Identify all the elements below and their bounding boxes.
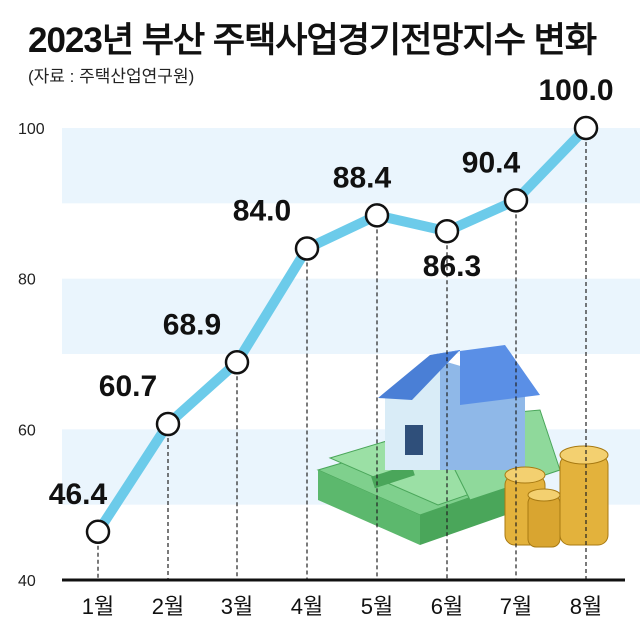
y-tick-label: 80 bbox=[18, 272, 36, 289]
x-tick-label: 4월 bbox=[291, 594, 323, 619]
data-label: 86.3 bbox=[423, 250, 481, 283]
x-tick-label: 8월 bbox=[570, 594, 602, 619]
chart-title: 2023년 부산 주택사업경기전망지수 변화 bbox=[28, 21, 597, 60]
x-tick-label: 1월 bbox=[82, 594, 114, 619]
data-label: 60.7 bbox=[99, 370, 157, 403]
data-points bbox=[85, 115, 599, 545]
data-point bbox=[364, 203, 390, 228]
data-label: 88.4 bbox=[333, 161, 392, 194]
background-band bbox=[62, 278, 640, 354]
data-point bbox=[155, 411, 181, 437]
data-point bbox=[85, 519, 111, 545]
data-point bbox=[573, 115, 599, 141]
house-icon bbox=[378, 345, 540, 470]
dashed-guides bbox=[97, 128, 587, 580]
data-point bbox=[294, 236, 320, 261]
coin-stacks-icon bbox=[504, 445, 609, 548]
data-label: 90.4 bbox=[462, 146, 521, 179]
data-point bbox=[434, 218, 460, 244]
data-label: 84.0 bbox=[233, 195, 291, 228]
data-point bbox=[224, 350, 250, 375]
y-tick-label: 40 bbox=[18, 573, 36, 590]
data-label: 46.4 bbox=[49, 478, 108, 511]
x-axis-ticks: 1월 2월 3월 4월 5월 6월 7월 8월 bbox=[82, 594, 602, 619]
y-axis-ticks: 40 60 80 100 bbox=[18, 121, 45, 590]
house-money-illustration bbox=[316, 345, 609, 548]
data-label: 100.0 bbox=[538, 74, 613, 107]
data-point bbox=[503, 188, 529, 213]
y-tick-label: 60 bbox=[18, 422, 36, 439]
x-tick-label: 7월 bbox=[500, 594, 532, 619]
x-tick-label: 3월 bbox=[221, 594, 253, 619]
x-tick-label: 2월 bbox=[152, 594, 184, 619]
x-tick-label: 5월 bbox=[361, 594, 393, 619]
data-labels: 46.4 60.768.9 84.0 88.4 86.3 90.4 100.0 bbox=[49, 74, 614, 511]
x-tick-label: 6월 bbox=[431, 594, 463, 619]
source-note: (자료 : 주택산업연구원) bbox=[28, 67, 195, 86]
series-line bbox=[93, 123, 591, 537]
y-tick-label: 100 bbox=[18, 121, 45, 138]
data-label: 68.9 bbox=[163, 308, 221, 341]
